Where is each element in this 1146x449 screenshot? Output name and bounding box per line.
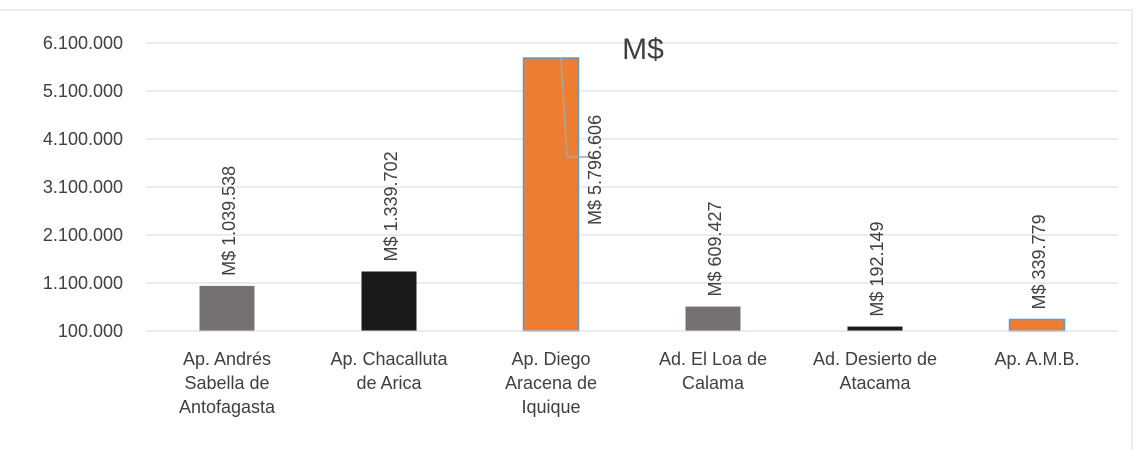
y-tick-label: 5.100.000 <box>43 81 123 101</box>
category-label-line: Iquique <box>521 397 580 417</box>
data-label: M$ 1.039.538 <box>219 166 239 276</box>
chart-border <box>0 9 1133 449</box>
data-label: M$ 609.427 <box>705 201 725 296</box>
category-label-line: Aracena de <box>505 373 597 393</box>
y-tick-label: 3.100.000 <box>43 177 123 197</box>
data-label: M$ 192.149 <box>867 221 887 316</box>
y-tick-label: 2.100.000 <box>43 225 123 245</box>
chart-title: M$ <box>622 33 664 66</box>
category-label: Ad. Desierto de Atacama <box>813 349 937 393</box>
category-label-line: de Arica <box>356 373 422 393</box>
category-label-line: Ap. Andrés <box>183 349 271 369</box>
y-tick-label: 100.000 <box>58 321 123 341</box>
bar <box>199 285 255 331</box>
category-label-line: Ad. Desierto de <box>813 349 937 369</box>
data-labels: M$ 1.039.538 M$ 1.339.702 M$ 5.796.606 M$ 6… <box>219 115 1049 317</box>
data-label: M$ 339.779 <box>1029 214 1049 309</box>
category-label-line: Atacama <box>839 373 911 393</box>
category-label: Ap. Diego Aracena de Iquique <box>505 349 597 417</box>
bar <box>1008 318 1066 332</box>
x-axis-category-labels: Ap. Andrés Sabella de Antofagasta Ap. Chaca… <box>179 349 1080 417</box>
leader-lines <box>560 57 593 158</box>
data-label: M$ 1.339.702 <box>381 151 401 261</box>
bar <box>522 57 580 332</box>
y-tick-label: 4.100.000 <box>43 129 123 149</box>
category-label-line: Ap. Diego <box>511 349 590 369</box>
category-label: Ap. Chacalluta de Arica <box>330 349 448 393</box>
category-label-line: Ap. A.M.B. <box>994 349 1079 369</box>
data-label-leader-line <box>560 57 593 158</box>
y-axis-tick-labels: 100.000 1.100.000 2.100.000 3.100.000 4.100.… <box>43 33 123 341</box>
category-label-line: Ad. El Loa de <box>659 349 767 369</box>
category-label: Ad. El Loa de Calama <box>659 349 767 393</box>
category-label-line: Antofagasta <box>179 397 276 417</box>
category-label: Ap. Andrés Sabella de Antofagasta <box>179 349 276 417</box>
bar <box>847 326 903 331</box>
category-label-line: Ap. Chacalluta <box>330 349 448 369</box>
data-label: M$ 5.796.606 <box>585 115 605 225</box>
bar <box>685 306 741 331</box>
category-label: Ap. A.M.B. <box>994 349 1079 369</box>
bars <box>146 57 1118 332</box>
y-tick-label: 1.100.000 <box>43 273 123 293</box>
category-label-line: Sabella de <box>184 373 269 393</box>
category-label-line: Calama <box>682 373 745 393</box>
y-tick-label: 6.100.000 <box>43 33 123 53</box>
bar <box>361 271 417 331</box>
